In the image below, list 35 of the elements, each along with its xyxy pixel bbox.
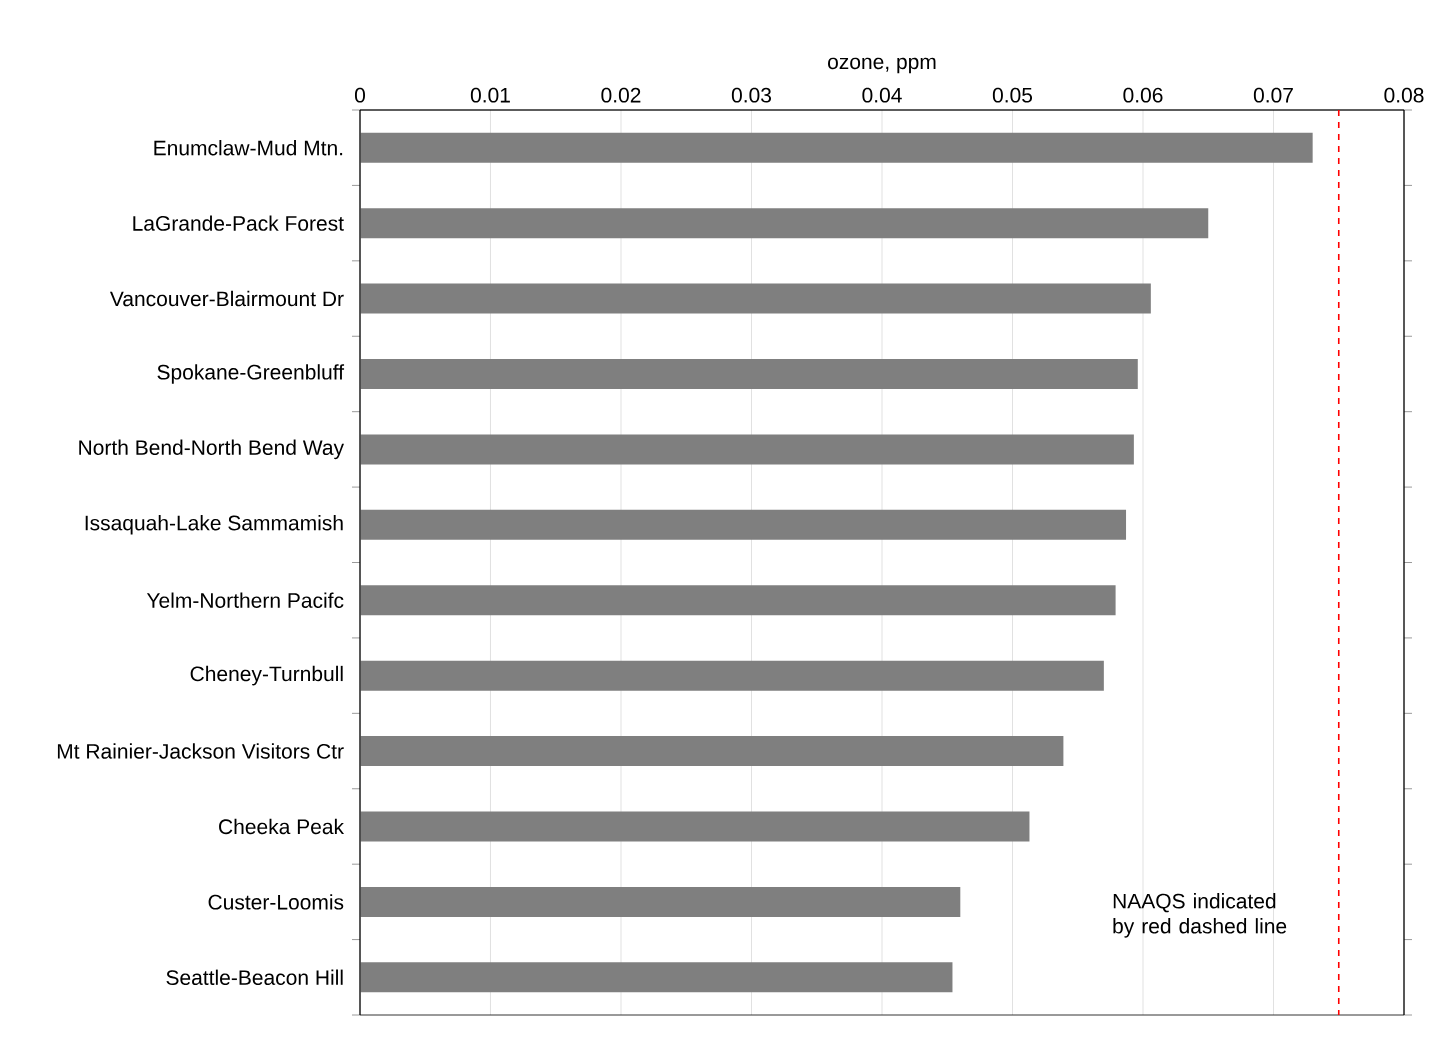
bar <box>360 509 1127 540</box>
x-tick-label: 0.02 <box>601 87 641 103</box>
x-tick-label: 0.08 <box>1384 87 1424 103</box>
y-tick-label: Spokane-Greenbluff <box>157 364 345 384</box>
y-tick-label: Cheney-Turnbull <box>190 665 343 686</box>
y-tick-label: Issaquah-Lake Sammamish <box>85 515 343 535</box>
bar <box>360 208 1209 239</box>
y-tick-label: Cheeka Peak <box>219 818 345 835</box>
x-tick-label: 0 <box>354 87 366 103</box>
y-tick-label: Yelm-Northern Pacifc <box>146 592 344 608</box>
bar <box>360 132 1313 163</box>
bar <box>360 736 1064 767</box>
y-tick-label: North Bend-North Bend Way <box>79 439 344 460</box>
y-tick-label: Enumclaw-Mud Mtn. <box>154 140 343 156</box>
annotation: NAAQS indicated by red dashed line <box>1113 893 1287 938</box>
y-tick-label: Mt Rainier-Jackson Visitors Ctr <box>57 743 344 759</box>
y-tick-label: LaGrande-Pack Forest <box>133 215 344 231</box>
x-tick-label: 0.05 <box>992 87 1033 103</box>
bar <box>360 811 1030 842</box>
x-tick-label: 0.04 <box>862 87 902 103</box>
y-tick-label: Vancouver-Blairmount Dr <box>109 290 344 307</box>
x-axis-title: ozone, ppm <box>828 57 936 74</box>
y-tick-label: Custer-Loomis <box>208 894 344 910</box>
x-tick-label: 0.06 <box>1123 87 1163 103</box>
bar <box>360 585 1116 616</box>
bar <box>360 358 1138 389</box>
y-tick-label: Seattle-Beacon Hill <box>166 969 343 986</box>
x-tick-label: 0.01 <box>470 87 510 103</box>
bar <box>360 434 1134 465</box>
x-tick-label: 0.07 <box>1253 87 1293 103</box>
bar <box>360 660 1104 691</box>
x-tick-label: 0.03 <box>731 87 772 103</box>
bar <box>360 886 961 917</box>
bar <box>360 962 953 993</box>
bar <box>360 283 1151 314</box>
